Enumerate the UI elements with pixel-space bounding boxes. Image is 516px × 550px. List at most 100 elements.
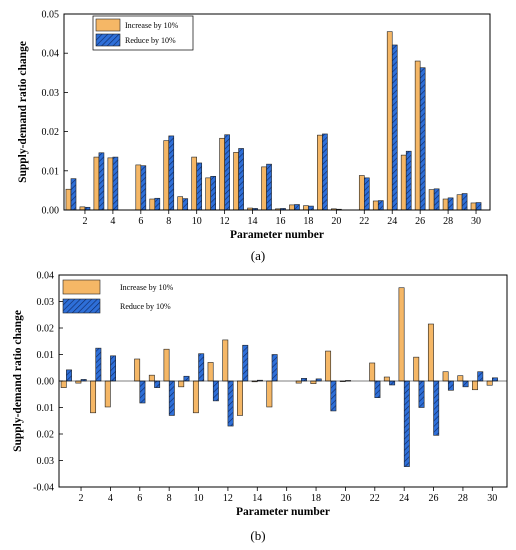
y-tick-label: 0.03 [42, 88, 60, 99]
bar-reduce-p17 [294, 204, 300, 211]
bar-reduce-p4 [112, 156, 119, 211]
chart-b: -0.040.030.020.010.000.010.020.030.042 4 6… [12, 271, 508, 543]
bar-increase-p19 [317, 134, 323, 211]
bar-increase-p7 [148, 374, 155, 382]
bar-reduce-p29 [477, 371, 484, 382]
legend-swatch-reduce [62, 298, 101, 314]
bar-increase-p30 [470, 202, 477, 211]
bar-reduce-p6 [140, 165, 147, 211]
bar-increase-p3 [90, 380, 97, 414]
x-tick-label: 8 [167, 493, 172, 504]
x-tick-label: 14 [248, 216, 258, 227]
bar-increase-p4 [107, 157, 114, 211]
legend-swatch-increase [95, 18, 121, 32]
bar-reduce-p15 [271, 354, 278, 382]
bar-increase-p27 [428, 189, 435, 211]
bar-increase-p19 [325, 350, 332, 382]
legend-label-reduce: Reduce by 10% [125, 36, 176, 45]
bar-reduce-p10 [198, 353, 205, 382]
bar-reduce-p1 [70, 178, 77, 211]
bar-reduce-p6 [139, 380, 146, 404]
bar-increase-p10 [192, 380, 199, 414]
bar-reduce-p30 [492, 377, 498, 382]
bar-reduce-p26 [433, 380, 440, 436]
x-tick-label: 4 [108, 493, 113, 504]
y-tick-label: -0.04 [33, 483, 54, 494]
y-axis-label: Supply-demand ratio change [17, 41, 29, 183]
bar-reduce-p8 [168, 135, 175, 211]
bar-increase-p23 [372, 200, 379, 211]
bar-increase-p12 [219, 137, 225, 211]
bar-increase-p17 [289, 204, 295, 211]
x-tick-label: 4 [110, 216, 115, 227]
bar-increase-p24 [386, 31, 393, 211]
x-tick-label: 24 [399, 493, 409, 504]
bar-increase-p3 [93, 156, 100, 211]
bar-reduce-p26 [419, 67, 426, 211]
bar-increase-p13 [233, 152, 239, 211]
bar-reduce-p23 [377, 200, 384, 211]
bar-reduce-p18 [315, 378, 322, 382]
x-tick-label: 30 [471, 216, 481, 227]
bar-reduce-p3 [95, 347, 102, 382]
y-tick-label: 0.01 [42, 166, 60, 177]
bar-reduce-p12 [224, 134, 230, 211]
bar-increase-p22 [369, 362, 376, 382]
bar-increase-p4 [104, 380, 111, 408]
bar-reduce-p25 [405, 150, 412, 211]
x-tick-label: 14 [252, 493, 262, 504]
bar-increase-p17 [295, 380, 302, 384]
bar-reduce-p19 [322, 133, 328, 211]
y-tick-label: 0.01 [37, 403, 55, 414]
x-tick-label: 28 [443, 216, 453, 227]
bar-reduce-p7 [154, 380, 161, 388]
figure-caption: (a) [251, 248, 265, 263]
bar-increase-p15 [261, 166, 267, 211]
x-tick-label: 10 [194, 493, 204, 504]
bar-increase-p28 [442, 198, 449, 211]
y-tick-label: 0.00 [37, 377, 55, 388]
plot-frame [63, 13, 491, 211]
bar-increase-p8 [163, 348, 170, 382]
y-tick-label: 0.05 [42, 10, 60, 21]
x-tick-label: 2 [79, 493, 84, 504]
bar-reduce-p24 [403, 380, 410, 467]
legend-label-increase: Increase by 10% [125, 21, 179, 30]
bar-reduce-p13 [242, 344, 249, 382]
bar-reduce-p9 [183, 375, 190, 382]
bar-reduce-p10 [196, 162, 203, 211]
bar-increase-p6 [135, 164, 142, 211]
bar-increase-p30 [486, 380, 493, 386]
bar-reduce-p15 [266, 163, 272, 211]
bar-increase-p11 [205, 177, 211, 211]
bar-reduce-p1 [66, 369, 72, 382]
bar-reduce-p13 [238, 148, 244, 211]
bar-increase-p12 [222, 339, 229, 382]
legend-swatch-increase [62, 279, 101, 295]
bar-increase-p18 [310, 380, 317, 384]
x-tick-label: 16 [282, 493, 292, 504]
bar-reduce-p4 [110, 355, 117, 382]
bar-reduce-p8 [168, 380, 175, 416]
y-axis-label: Supply-demand ratio change [12, 310, 24, 452]
y-tick-label: 0.01 [37, 350, 55, 361]
bar-increase-p26 [414, 60, 421, 211]
x-tick-label: 2 [82, 216, 87, 227]
bar-reduce-p27 [447, 380, 454, 391]
x-tick-label: 8 [166, 216, 171, 227]
x-tick-label: 24 [387, 216, 397, 227]
bar-reduce-p18 [308, 205, 314, 211]
bar-increase-p7 [149, 198, 156, 211]
bar-reduce-p12 [227, 380, 234, 427]
bar-reduce-p29 [461, 193, 468, 211]
bar-reduce-p11 [210, 175, 216, 211]
bar-increase-p25 [413, 356, 420, 382]
bar-increase-p10 [191, 156, 197, 211]
bar-increase-p1 [65, 188, 72, 211]
bar-reduce-p19 [330, 380, 337, 412]
legend-swatch-reduce [95, 33, 121, 47]
bar-increase-p29 [472, 380, 478, 391]
bar-increase-p13 [237, 380, 243, 416]
bar-reduce-p30 [475, 202, 482, 211]
